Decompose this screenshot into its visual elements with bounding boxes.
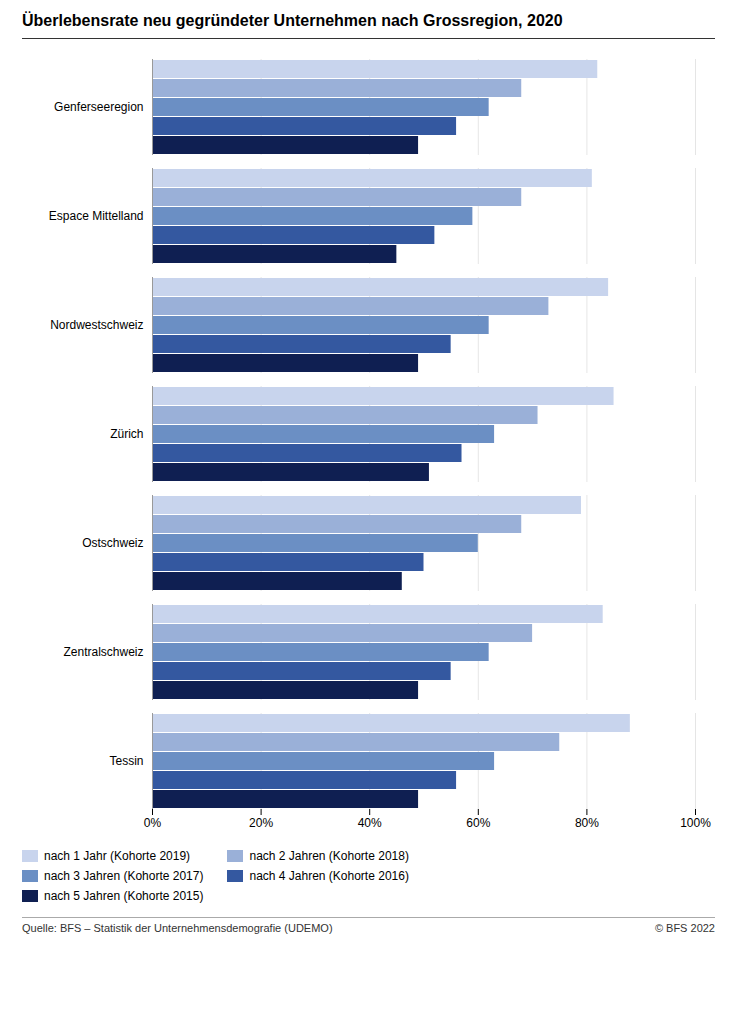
svg-text:0%: 0%: [144, 816, 162, 830]
html-text:© BFS 2022: © BFS 2022: [654, 922, 715, 934]
svg-text:100%: 100%: [680, 816, 711, 830]
svg-text:40%: 40%: [358, 816, 382, 830]
svg-text:Tessin: Tessin: [109, 754, 143, 768]
html-text:nach 1 Jahr (Kohorte 2019): nach 1 Jahr (Kohorte 2019): [44, 849, 191, 863]
html-text:Quelle: BFS – Statistik der Un: Quelle: BFS – Statistik der Unternehmens…: [22, 922, 333, 934]
svg-text:Nordwestschweiz: Nordwestschweiz: [50, 318, 143, 332]
html-text:nach 3 Jahren (Kohorte 2017): nach 3 Jahren (Kohorte 2017): [44, 869, 204, 883]
svg-text:80%: 80%: [575, 816, 599, 830]
svg-text:Zürich: Zürich: [110, 427, 143, 441]
html-text:nach 4 Jahren (Kohorte 2016): nach 4 Jahren (Kohorte 2016): [249, 869, 409, 883]
svg-text:Genferseeregion: Genferseeregion: [54, 100, 143, 114]
svg-text:Ostschweiz: Ostschweiz: [82, 536, 143, 550]
html-text:Überlebensrate neu gegründeter: Überlebensrate neu gegründeter Unternehm…: [22, 12, 563, 29]
html-text:nach 2 Jahren (Kohorte 2018): nach 2 Jahren (Kohorte 2018): [249, 849, 409, 863]
svg-text:Zentralschweiz: Zentralschweiz: [63, 645, 143, 659]
svg-text:Espace Mittelland: Espace Mittelland: [49, 209, 144, 223]
svg-text:20%: 20%: [249, 816, 273, 830]
html-text:nach 5 Jahren (Kohorte 2015): nach 5 Jahren (Kohorte 2015): [44, 889, 204, 903]
svg-text:60%: 60%: [466, 816, 490, 830]
